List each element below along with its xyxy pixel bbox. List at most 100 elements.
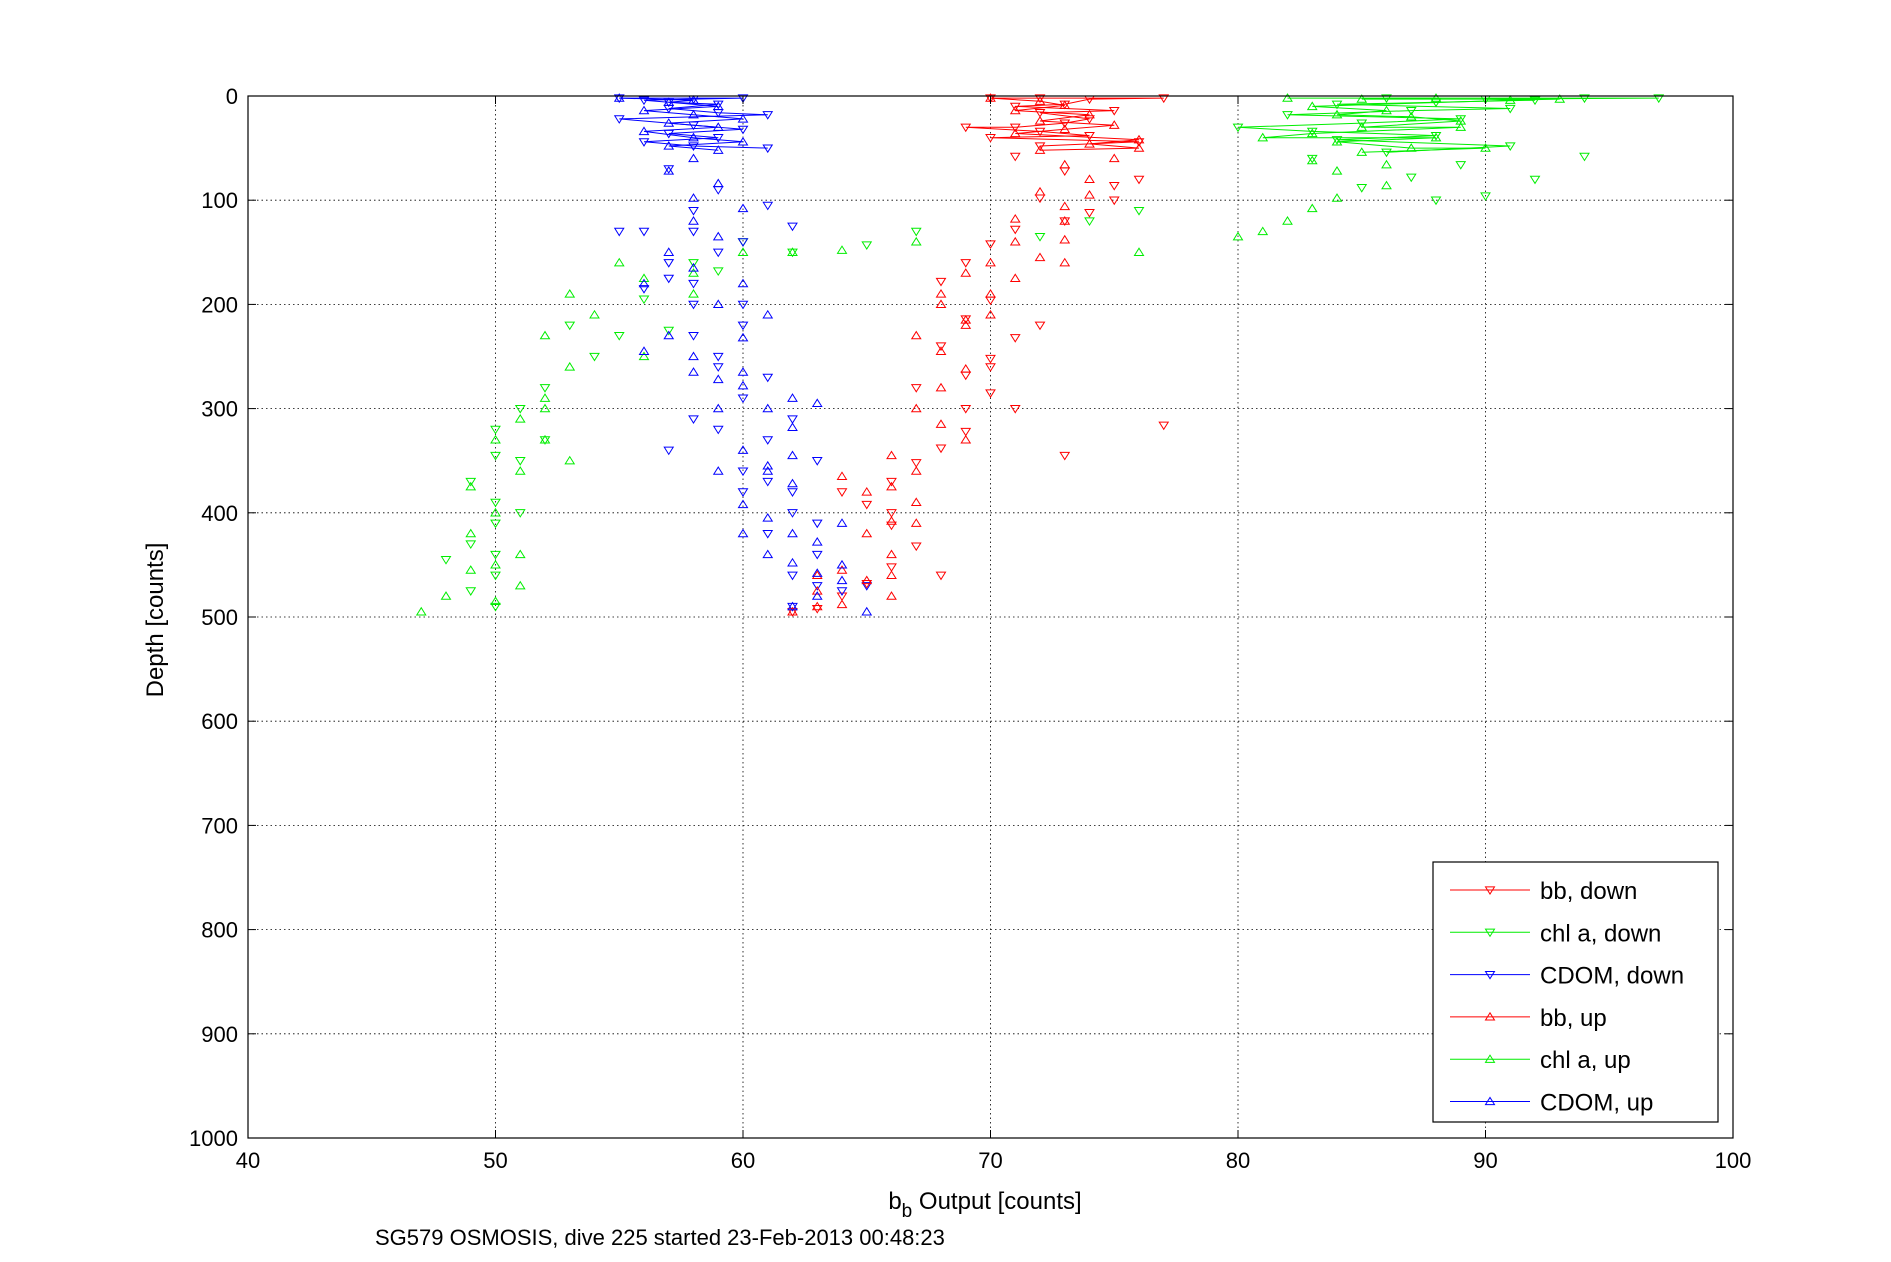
marker-cdom-down [762,144,774,154]
marker-chl-a-up [1430,132,1442,142]
marker-cdom-up [737,332,749,342]
marker-cdom-up [737,499,749,509]
marker-bb-up [886,549,897,559]
marker-bb-up [1009,105,1021,115]
marker-cdom-down [762,201,774,211]
marker-chl-a-up [1504,95,1516,104]
marker-bb-down [910,542,922,552]
marker-cdom-up [787,393,798,402]
marker-chl-a-down [465,540,477,550]
marker-bb-up [811,601,823,611]
legend-marker-cdom-down [1484,970,1496,980]
series-line-bb-up [990,97,1140,151]
marker-chl-a-down [1430,196,1442,206]
marker-chl-a-down [564,321,576,331]
marker-chl-a-down [1084,217,1095,227]
y-axis-label: Depth [counts] [142,543,169,698]
marker-chl-a-up [490,596,501,606]
marker-cdom-up [712,374,724,384]
x-axis-label-rest: Output [counts] [912,1188,1081,1215]
marker-bb-down [935,342,947,352]
legend-box [1432,861,1719,1123]
marker-cdom-down [787,509,798,518]
marker-bb-up [1059,124,1071,133]
marker-chl-a-down [440,556,452,565]
marker-chl-a-up [836,245,848,254]
marker-cdom-up [712,101,724,111]
marker-cdom-down [762,111,774,120]
marker-cdom-down [737,321,749,331]
marker-chl-a-down [1381,148,1392,158]
marker-bb-down [935,277,947,287]
marker-cdom-down [737,125,749,135]
marker-chl-a-up [1405,143,1417,152]
marker-bb-up [1009,236,1021,246]
marker-bb-up [1059,159,1071,169]
marker-cdom-up [737,445,749,454]
marker-bb-up [910,403,922,413]
marker-chl-a-up [1430,93,1442,102]
series-line-chl-a-up [1262,97,1560,153]
marker-cdom-up [787,422,798,432]
marker-bb-down [1034,127,1046,137]
marker-bb-up [886,591,897,600]
marker-bb-up [1084,189,1095,199]
marker-cdom-up [688,109,699,119]
marker-chl-a-up [490,434,501,444]
marker-bb-up [960,315,972,324]
marker-bb-down [886,563,897,572]
marker-chl-a-up [564,455,576,465]
marker-chl-a-up [1232,231,1244,241]
marker-cdom-up [638,105,650,115]
marker-cdom-up [688,262,699,272]
y-tick-label: 1000 [189,1126,238,1151]
marker-cdom-up [787,450,798,460]
marker-chl-a-down [1232,123,1244,133]
marker-chl-a-up [1554,94,1566,103]
marker-chl-a-up [1455,116,1467,125]
marker-bb-down [935,444,947,454]
marker-chl-a-down [712,267,724,277]
marker-chl-a-down [490,451,501,461]
marker-chl-a-up [1306,155,1318,165]
marker-chl-a-up [1257,226,1269,236]
series-line-bb-down [965,97,1164,147]
marker-chl-a-down [1306,127,1318,137]
marker-bb-down [985,134,996,143]
marker-cdom-up [688,351,699,361]
marker-chl-a-up [1306,203,1318,213]
marker-bb-up [1108,120,1120,129]
marker-cdom-up [638,126,650,136]
marker-cdom-up [787,528,798,538]
series-lines [619,97,1659,153]
marker-bb-up [836,599,848,609]
marker-cdom-up [663,166,675,175]
marker-chl-a-up [1331,193,1343,202]
y-tick-label: 500 [201,605,238,630]
marker-bb-down [960,404,972,414]
marker-bb-down [985,363,996,372]
marker-chl-a-down [1405,106,1417,116]
marker-bb-down [985,354,996,364]
marker-cdom-up [638,346,650,355]
marker-bb-up [1084,109,1095,119]
legend-label-cdom-down: CDOM, down [1540,963,1684,990]
marker-cdom-up [811,568,823,577]
marker-bb-down [1158,421,1170,431]
marker-bb-up [836,565,848,574]
y-tick-label: 100 [201,188,238,213]
marker-bb-down [811,605,823,614]
marker-cdom-up [762,403,774,413]
marker-cdom-down [737,488,749,497]
y-tick-label: 800 [201,918,238,943]
marker-chl-a-up [465,565,477,574]
marker-bb-down [1084,115,1095,124]
marker-bb-down [1009,152,1021,162]
marker-cdom-down [663,259,675,268]
marker-cdom-down [712,425,724,435]
marker-cdom-down [762,529,774,539]
marker-bb-up [886,450,897,460]
marker-cdom-down [861,582,873,591]
marker-bb-down [1059,451,1071,461]
